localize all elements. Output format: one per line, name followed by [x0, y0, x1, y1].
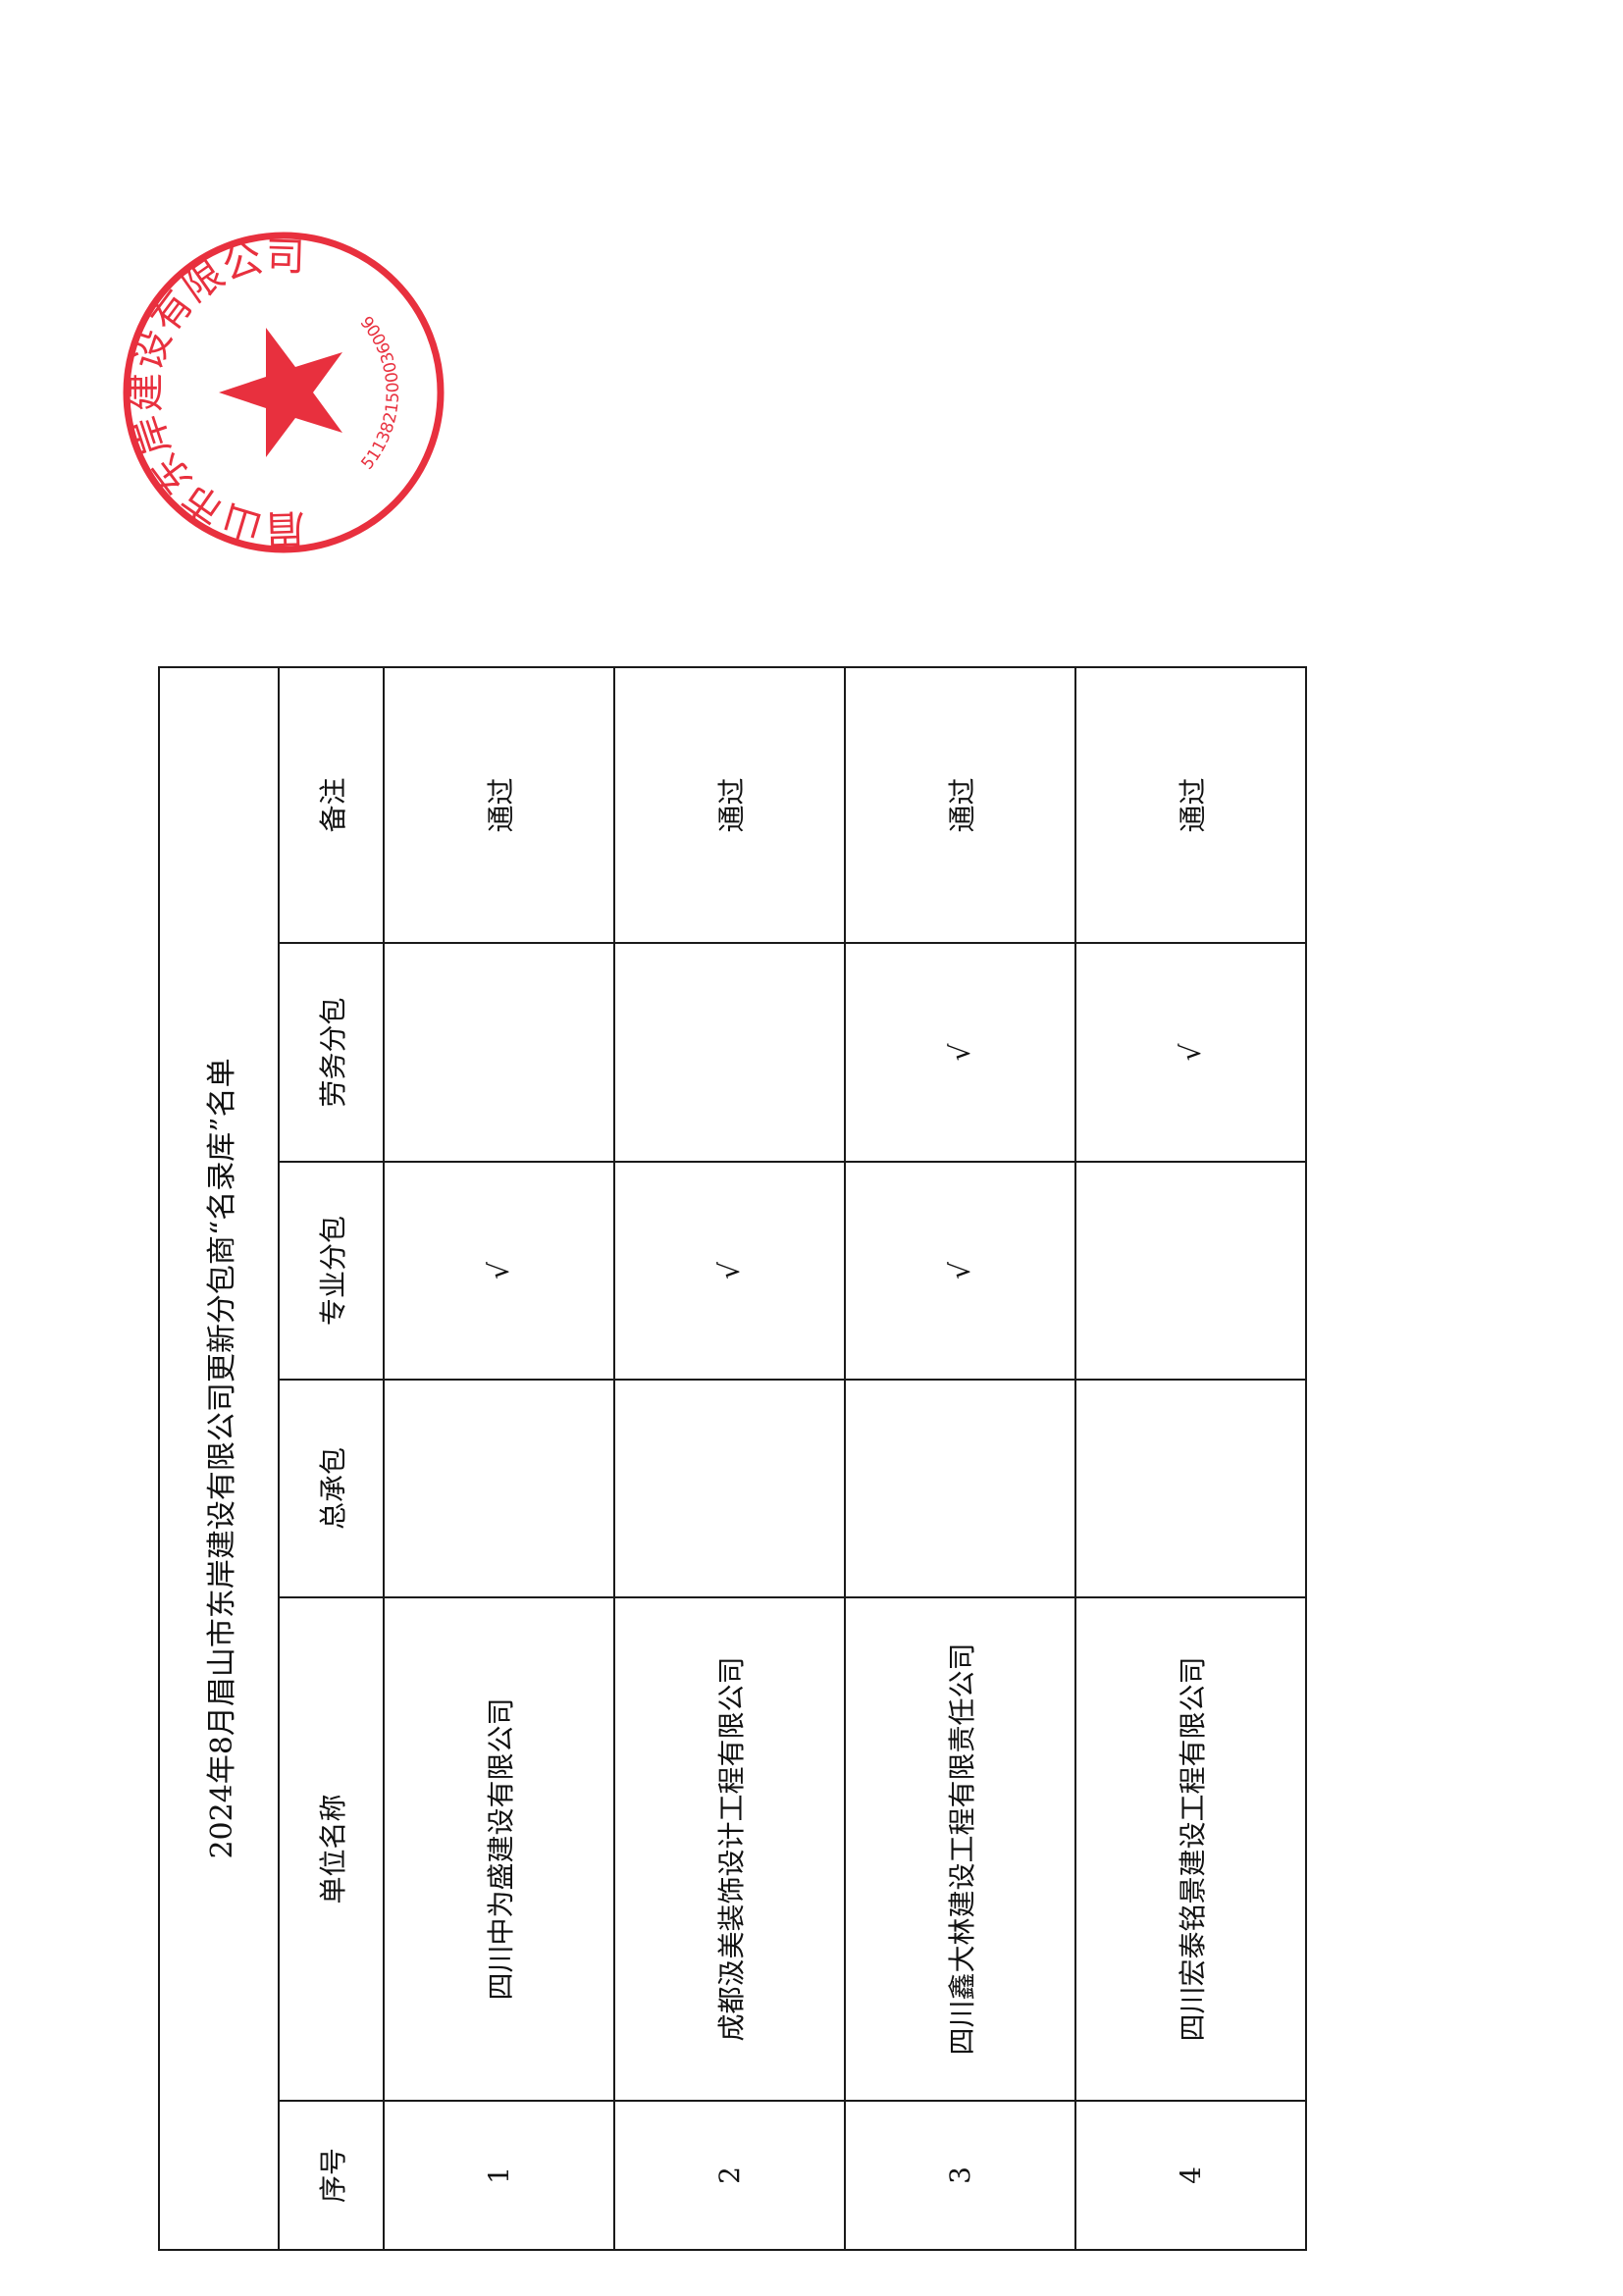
seal-code-path: 5113821500036006 — [357, 311, 403, 473]
table-row: 3 四川鑫大林建设工程有限责任公司 √ √ 通过 — [845, 666, 1075, 2250]
seal-ring — [123, 232, 445, 553]
seal-text: 眉山市东岸建设有限公司 — [123, 234, 305, 550]
cell-remark: 通过 — [1075, 666, 1306, 943]
cell-specialty: √ — [614, 1162, 845, 1380]
cell-name: 四川中为盛建设有限公司 — [384, 1597, 614, 2101]
cell-no: 2 — [614, 2101, 845, 2250]
rotated-document: 2024年8月眉山市东岸建设有限公司更新分包商“名录库”名单 序号 单位名称 总… — [123, 232, 1308, 2251]
seal-text-path: 眉山市东岸建设有限公司 — [123, 234, 305, 550]
cell-remark: 通过 — [614, 666, 845, 943]
cell-labor: √ — [1075, 943, 1306, 1162]
cell-general — [1075, 1380, 1306, 1597]
cell-no: 4 — [1075, 2101, 1306, 2250]
header-remark: 备注 — [279, 666, 384, 943]
table-row: 2 成都汲美装饰设计工程有限公司 √ 通过 — [614, 666, 845, 2250]
cell-specialty: √ — [384, 1162, 614, 1380]
cell-labor: √ — [845, 943, 1075, 1162]
header-labor: 劳务分包 — [279, 943, 384, 1162]
cell-specialty: √ — [845, 1162, 1075, 1380]
cell-name: 四川宏泰铭景建设工程有限公司 — [1075, 1597, 1306, 2101]
cell-name: 四川鑫大林建设工程有限责任公司 — [845, 1597, 1075, 2101]
seal-code: 5113821500036006 — [357, 311, 403, 473]
cell-no: 3 — [845, 2101, 1075, 2250]
company-seal: 眉山市东岸建设有限公司 5113821500036006 — [123, 232, 445, 553]
cell-general — [384, 1380, 614, 1597]
cell-labor — [614, 943, 845, 1162]
cell-name: 成都汲美装饰设计工程有限公司 — [614, 1597, 845, 2101]
cell-no: 1 — [384, 2101, 614, 2250]
header-no: 序号 — [279, 2101, 384, 2250]
table-row: 4 四川宏泰铭景建设工程有限公司 √ 通过 — [1075, 666, 1306, 2250]
subcontractor-table: 2024年8月眉山市东岸建设有限公司更新分包商“名录库”名单 序号 单位名称 总… — [158, 666, 1307, 2251]
cell-remark: 通过 — [384, 666, 614, 943]
document-title: 2024年8月眉山市东岸建设有限公司更新分包商“名录库”名单 — [159, 666, 279, 2250]
cell-general — [845, 1380, 1075, 1597]
cell-remark: 通过 — [845, 666, 1075, 943]
header-name: 单位名称 — [279, 1597, 384, 2101]
header-general: 总承包 — [279, 1380, 384, 1597]
cell-general — [614, 1380, 845, 1597]
header-specialty: 专业分包 — [279, 1162, 384, 1380]
cell-specialty — [1075, 1162, 1306, 1380]
table-row: 1 四川中为盛建设有限公司 √ 通过 — [384, 666, 614, 2250]
star-icon — [219, 328, 342, 457]
cell-labor — [384, 943, 614, 1162]
